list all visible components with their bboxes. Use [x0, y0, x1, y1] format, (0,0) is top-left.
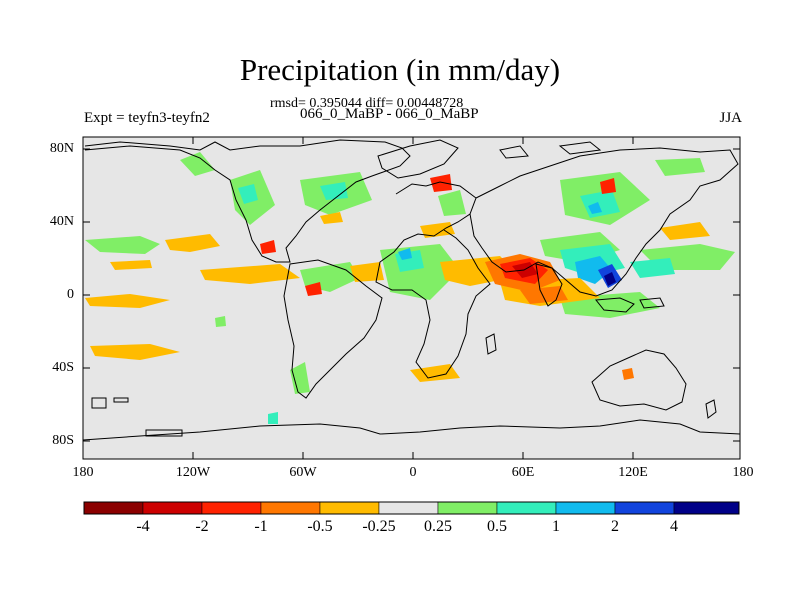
colorbar-bin	[496, 501, 557, 515]
anomaly-patch	[268, 412, 278, 424]
colorbar-bin	[437, 501, 498, 515]
colorbar-bin	[142, 501, 203, 515]
anomaly-patch	[215, 316, 226, 327]
anomaly-patch	[588, 202, 602, 214]
lon-tick-120w: 120W	[175, 465, 211, 480]
lat-tick-40s: 40S	[52, 360, 74, 375]
colorbar-bin	[319, 501, 380, 515]
anomaly-patch	[85, 294, 170, 308]
anomaly-patch	[260, 240, 276, 254]
colorbar-bin	[201, 501, 262, 515]
lon-tick-180e: 180	[732, 465, 754, 480]
colorbar-bin	[673, 501, 740, 515]
lat-tick-marks	[83, 148, 740, 442]
anomaly-patch	[320, 212, 343, 224]
anomaly-patch	[200, 264, 300, 284]
anomaly-patch	[438, 190, 466, 216]
experiment-label: Expt = teyfn3-teyfn2	[84, 110, 210, 126]
colorbar-label-2: 2	[611, 518, 619, 535]
anomaly-patch	[600, 178, 616, 194]
lat-tick-0: 0	[67, 287, 74, 302]
anomaly-patch	[430, 174, 452, 192]
anomaly-patch	[655, 158, 705, 176]
experiment-subtitle: 066_0_MaBP - 066_0_MaBP	[300, 106, 479, 122]
lat-tick-80n: 80N	[49, 141, 74, 156]
colorbar-label-1: 1	[552, 518, 560, 535]
anomaly-patch	[85, 236, 160, 254]
anomaly-patch	[290, 362, 310, 394]
anomaly-patch	[410, 364, 460, 382]
lon-tick-60w: 60W	[289, 465, 317, 480]
colorbar-label-neg025: -0.25	[362, 518, 396, 535]
lat-tick-80s: 80S	[52, 433, 74, 448]
colorbar-label-neg2: -2	[195, 518, 209, 535]
anomaly-patch	[238, 184, 258, 204]
colorbar-label-neg4: -4	[136, 518, 150, 535]
anomaly-patch	[165, 234, 220, 252]
anomaly-patch	[350, 262, 384, 282]
colorbar-bin	[555, 501, 616, 515]
lon-tick-60e: 60E	[511, 465, 535, 480]
map-title: Precipitation (in mm/day)	[239, 52, 561, 87]
colorbar-bin	[378, 501, 439, 515]
colorbar-bin	[83, 501, 144, 515]
season-label: JJA	[719, 110, 742, 126]
anomaly-patch	[110, 260, 152, 270]
anomaly-patch	[660, 222, 710, 240]
anomaly-patch	[622, 368, 634, 380]
colorbar-bin	[614, 501, 675, 515]
lon-tick-180w: 180	[72, 465, 94, 480]
anomaly-patch	[398, 248, 412, 260]
anomaly-patch	[305, 282, 322, 296]
lon-tick-0: 0	[409, 465, 417, 480]
colorbar-label-4: 4	[670, 518, 678, 535]
anomaly-patch	[90, 344, 180, 360]
anomaly-patch	[420, 222, 455, 238]
anomaly-patch	[580, 190, 620, 218]
anomaly-patch	[630, 258, 675, 278]
colorbar	[83, 501, 740, 515]
anomaly-patch	[320, 182, 348, 200]
precip-anomaly-field	[83, 139, 740, 441]
colorbar-label-neg1: -1	[254, 518, 268, 535]
lon-tick-120e: 120E	[618, 465, 648, 480]
colorbar-label-05: 0.5	[487, 518, 507, 535]
colorbar-bin	[260, 501, 321, 515]
rmsd-diff-stats: rmsd= 0.395044 diff= 0.00448728	[270, 96, 464, 111]
colorbar-label-025: 0.25	[424, 518, 452, 535]
map-frame	[82, 136, 741, 460]
coastlines	[83, 139, 740, 441]
lon-tick-marks	[192, 137, 634, 459]
lat-tick-40n: 40N	[49, 214, 74, 229]
colorbar-label-neg05: -0.5	[307, 518, 333, 535]
anomaly-patch	[604, 272, 616, 286]
anomaly-patch	[180, 152, 215, 176]
